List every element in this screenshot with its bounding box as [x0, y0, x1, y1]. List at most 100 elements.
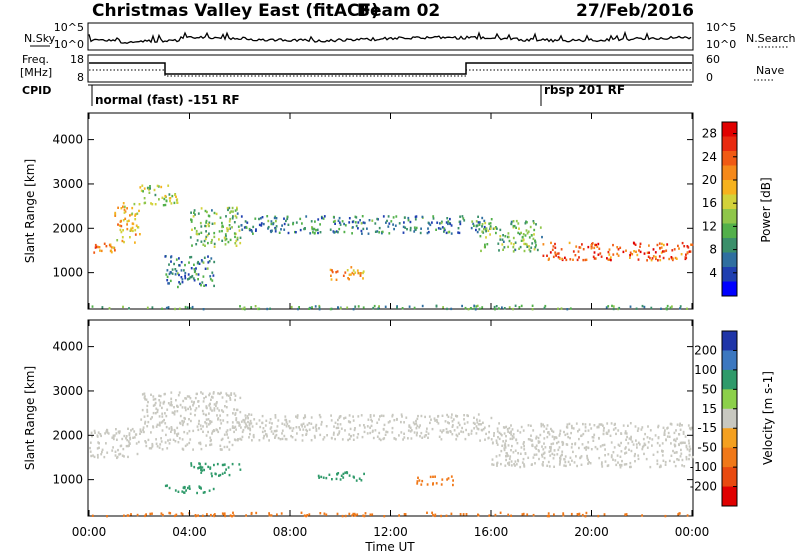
- vel-colorbar-tick-label: 15: [702, 402, 717, 416]
- power-cell: [357, 305, 360, 308]
- vel-cell: [159, 394, 162, 398]
- vel-cell: [188, 418, 190, 421]
- vel-cell: [186, 443, 189, 446]
- power-cell: [119, 220, 122, 223]
- power-cell: [295, 231, 297, 234]
- vel-cell: [318, 413, 321, 417]
- vel-cell: [535, 453, 538, 456]
- vel-cell: [353, 512, 356, 516]
- power-cell: [283, 217, 285, 220]
- vel-cell: [664, 514, 667, 518]
- vel-cell: [665, 438, 667, 441]
- vel-cell: [139, 432, 141, 435]
- power-cell: [659, 258, 662, 262]
- vel-cell: [192, 404, 194, 407]
- vel-cell: [580, 434, 583, 437]
- power-cell: [167, 306, 170, 309]
- vel-cell: [435, 482, 438, 485]
- vel-cell: [610, 441, 613, 444]
- vel-cell: [240, 426, 242, 429]
- power-cell: [348, 278, 350, 281]
- power-cell: [254, 217, 257, 220]
- vel-cell: [204, 462, 207, 466]
- vel-cell: [229, 396, 231, 400]
- vel-cell: [315, 428, 318, 431]
- power-cell: [144, 201, 147, 204]
- vel-cell: [637, 441, 640, 444]
- power-cell: [193, 279, 196, 282]
- vel-cell: [201, 392, 204, 395]
- power-cell: [356, 269, 359, 272]
- vel-cell: [303, 514, 306, 517]
- power-cell: [512, 245, 515, 249]
- power-cell: [435, 228, 437, 231]
- vel-cell: [675, 429, 677, 432]
- vel-cell: [637, 457, 640, 461]
- power-cell: [629, 256, 631, 259]
- vel-colorbar-tick-label: -15: [697, 421, 717, 435]
- vel-cell: [115, 428, 117, 431]
- power-cell: [575, 245, 578, 248]
- power-cell: [236, 238, 239, 241]
- vel-cell: [305, 428, 308, 432]
- power-cell: [318, 308, 321, 311]
- vel-cell: [217, 417, 220, 420]
- vel-cell: [557, 448, 560, 452]
- power-cell: [598, 247, 601, 250]
- power-cell: [193, 268, 196, 271]
- power-cell: [198, 262, 201, 265]
- vel-cell: [681, 424, 683, 427]
- vel-cell: [416, 417, 419, 421]
- power-cell: [594, 257, 597, 260]
- power-cell: [207, 241, 209, 245]
- vel-cell: [227, 436, 230, 439]
- power-cell: [322, 217, 325, 220]
- power-cell: [139, 233, 141, 236]
- vel-cell: [133, 436, 136, 439]
- power-cell: [525, 229, 528, 232]
- power-cell: [114, 211, 117, 215]
- vel-cell: [209, 408, 212, 411]
- power-cell: [141, 184, 144, 187]
- power-cell: [478, 228, 481, 231]
- vel-cell: [177, 441, 180, 444]
- vel-cell: [234, 394, 237, 397]
- power-cell: [170, 202, 173, 205]
- vel-colorbar-tick-label: -200: [690, 480, 717, 494]
- power-cell: [200, 240, 203, 243]
- power-cell: [508, 306, 511, 309]
- vel-cell: [484, 438, 486, 441]
- vel-cell: [504, 446, 507, 449]
- vel-cell: [551, 435, 554, 438]
- power-cell: [207, 255, 209, 258]
- power-cell: [168, 282, 170, 285]
- vel-cell: [206, 513, 208, 516]
- vel-cell: [279, 438, 282, 441]
- vel-cell: [344, 416, 347, 419]
- vel-scatter-patch-6: [317, 471, 365, 482]
- vel-cell: [190, 419, 192, 423]
- power-cell: [450, 224, 453, 227]
- power-cell: [608, 248, 611, 251]
- vel-cell: [296, 416, 299, 419]
- power-scatter-patch-6: [240, 215, 493, 235]
- vel-cell: [225, 406, 228, 409]
- vel-cell: [499, 511, 502, 514]
- power-cell: [481, 225, 483, 228]
- vel-cell: [682, 430, 685, 434]
- power-cell: [335, 278, 338, 281]
- vel-cell: [288, 420, 291, 423]
- vel-cell: [250, 512, 253, 515]
- power-cell: [569, 307, 572, 310]
- vel-cell: [582, 422, 584, 426]
- vel-cell: [496, 443, 499, 446]
- power-cell: [461, 215, 464, 218]
- power-colorbar-segment: [722, 194, 737, 210]
- vel-cell: [481, 429, 484, 432]
- power-cell: [574, 254, 577, 257]
- power-cell: [132, 222, 135, 226]
- vel-cell: [451, 425, 454, 428]
- vel-cell: [659, 464, 662, 467]
- power-cell: [499, 228, 502, 232]
- power-cell: [347, 277, 349, 280]
